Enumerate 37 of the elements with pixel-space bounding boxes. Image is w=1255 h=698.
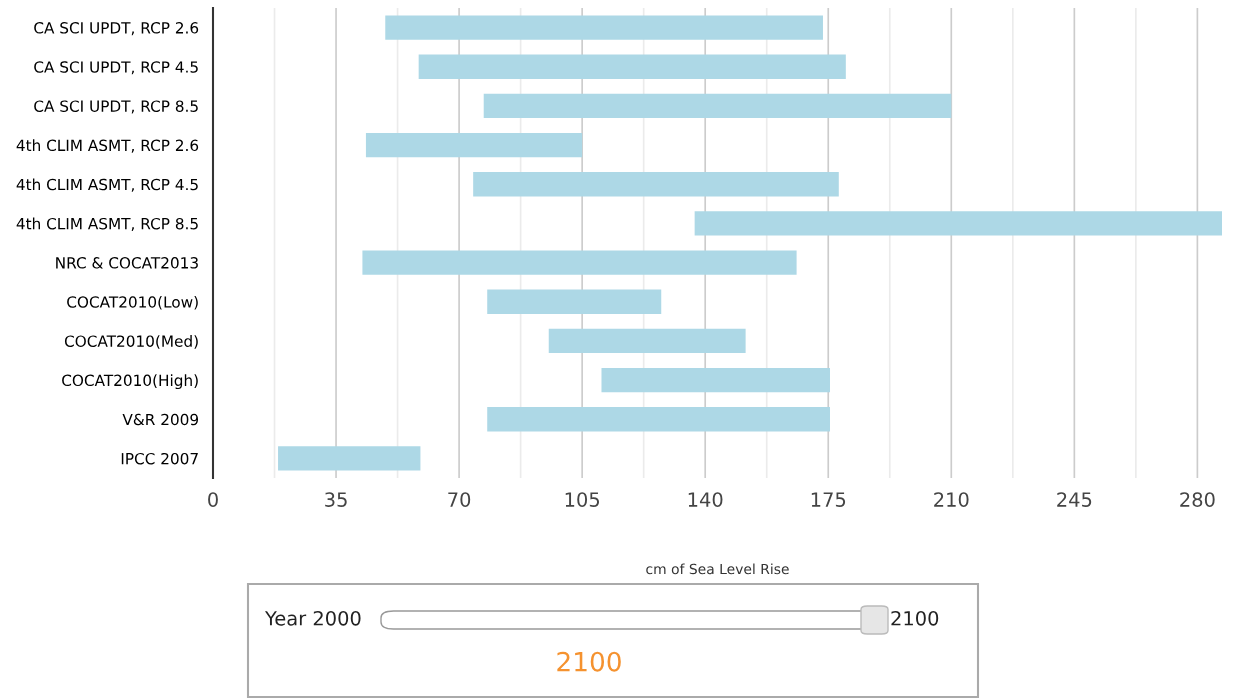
bar xyxy=(365,132,583,158)
y-tick-label: COCAT2010(Low) xyxy=(67,295,198,310)
x-tick-label: 70 xyxy=(448,492,471,507)
y-tick-label: CA SCI UPDT, RCP 2.6 xyxy=(34,22,199,36)
bar xyxy=(362,250,797,275)
x-tick-label: 210 xyxy=(934,492,969,507)
x-tick-label: 35 xyxy=(325,492,347,507)
y-tick-label: 4th CLIM ASMT, RCP 4.5 xyxy=(16,178,198,192)
y-tick-label: 4th CLIM ASMT, RCP 2.6 xyxy=(16,139,199,153)
y-tick-label: COCAT2010(Med) xyxy=(64,335,198,349)
y-tick-label: IPCC 2007 xyxy=(121,452,198,465)
bar xyxy=(694,211,1222,236)
x-tick-label: 0 xyxy=(208,492,218,507)
y-tick-label: NRC & COCAT2013 xyxy=(56,257,198,269)
text: 2100 xyxy=(891,610,939,626)
bar xyxy=(473,172,839,197)
x-tick-label: 245 xyxy=(1057,492,1092,507)
x-axis-title: cm of Sea Level Rise xyxy=(646,563,789,575)
x-tick-label: 105 xyxy=(565,492,599,507)
bar xyxy=(385,15,823,40)
y-tick-label: 4th CLIM ASMT, RCP 8.5 xyxy=(16,217,198,231)
text: 2100 xyxy=(557,651,621,672)
y-tick-label: COCAT2010(High) xyxy=(62,374,198,390)
x-tick-label: 280 xyxy=(1180,492,1215,507)
x-tick-label: 175 xyxy=(811,492,846,507)
y-tick-label: V&R 2009 xyxy=(122,413,199,426)
x-tick-label: 140 xyxy=(688,492,723,507)
y-tick-label: CA SCI UPDT, RCP 8.5 xyxy=(34,100,198,114)
bar xyxy=(601,367,830,393)
bar xyxy=(487,407,830,432)
text: Year 2000 xyxy=(264,610,361,626)
y-tick-label: CA SCI UPDT, RCP 4.5 xyxy=(34,61,198,75)
bar xyxy=(418,54,846,79)
bar xyxy=(278,446,421,471)
bar xyxy=(548,328,746,354)
bar xyxy=(483,93,952,119)
bar xyxy=(487,289,662,314)
